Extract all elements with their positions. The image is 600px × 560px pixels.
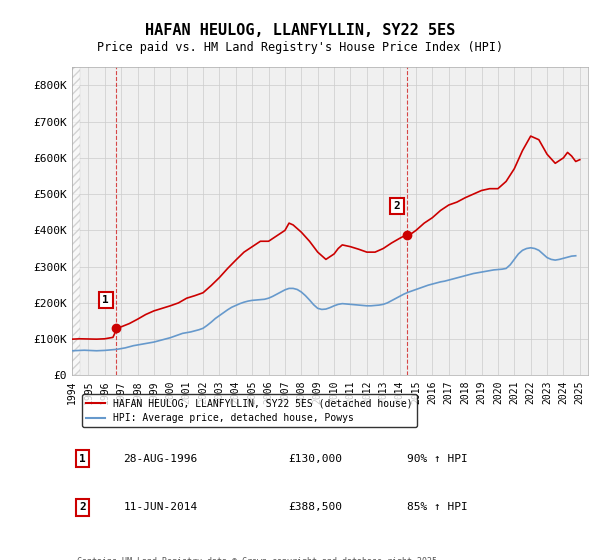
Text: 90% ↑ HPI: 90% ↑ HPI	[407, 454, 468, 464]
Text: £130,000: £130,000	[289, 454, 343, 464]
Text: £388,500: £388,500	[289, 502, 343, 512]
Legend: HAFAN HEULOG, LLANFYLLIN, SY22 5ES (detached house), HPI: Average price, detache: HAFAN HEULOG, LLANFYLLIN, SY22 5ES (deta…	[82, 394, 416, 427]
Text: 85% ↑ HPI: 85% ↑ HPI	[407, 502, 468, 512]
Text: 11-JUN-2014: 11-JUN-2014	[124, 502, 198, 512]
Text: 1: 1	[79, 454, 86, 464]
Text: 2: 2	[79, 502, 86, 512]
Text: 1: 1	[103, 295, 109, 305]
Text: 2: 2	[394, 201, 400, 211]
Text: Contains HM Land Registry data © Crown copyright and database right 2025.
This d: Contains HM Land Registry data © Crown c…	[77, 557, 442, 560]
Text: 28-AUG-1996: 28-AUG-1996	[124, 454, 198, 464]
Text: Price paid vs. HM Land Registry's House Price Index (HPI): Price paid vs. HM Land Registry's House …	[97, 41, 503, 54]
Text: HAFAN HEULOG, LLANFYLLIN, SY22 5ES: HAFAN HEULOG, LLANFYLLIN, SY22 5ES	[145, 24, 455, 38]
